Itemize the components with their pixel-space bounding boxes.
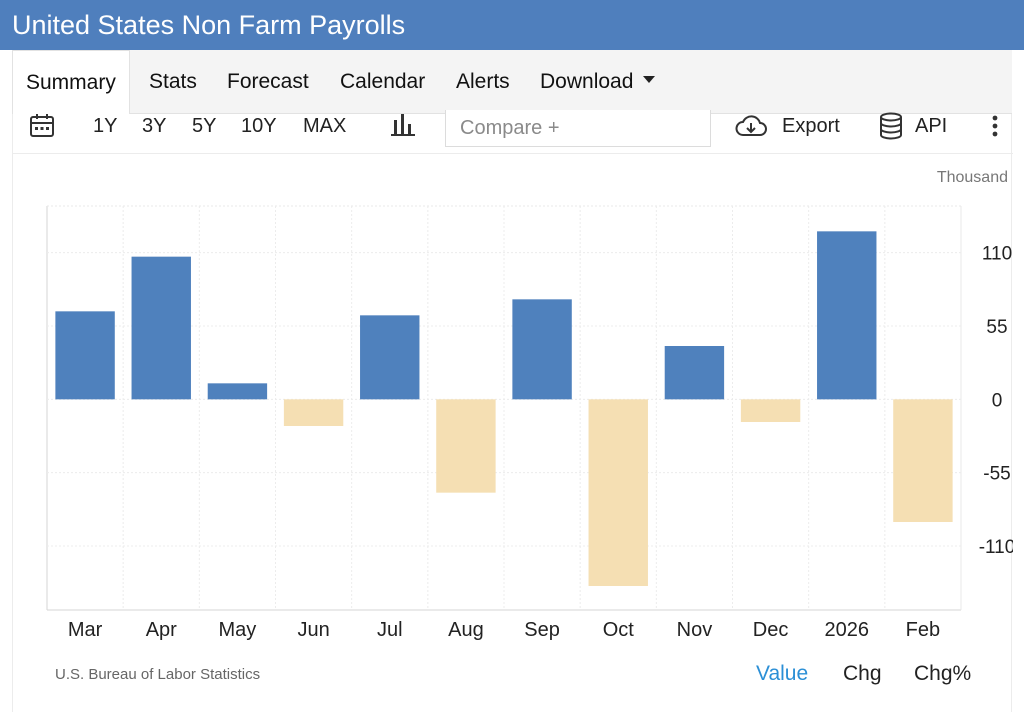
bar-2026[interactable] <box>817 231 877 400</box>
x-tick-label: Oct <box>603 619 635 641</box>
api-button[interactable]: API <box>915 115 948 137</box>
range-10y[interactable]: 10Y <box>241 115 277 137</box>
tab-summary[interactable]: Summary <box>12 50 130 115</box>
page-title: United States Non Farm Payrolls <box>0 0 1024 50</box>
x-tick-label: 2026 <box>825 619 870 641</box>
tab-alerts[interactable]: Alerts <box>456 70 510 93</box>
y-tick-label: -110 <box>979 537 1013 558</box>
y-tick-label: 0 <box>992 390 1003 411</box>
range-max[interactable]: MAX <box>303 115 347 137</box>
bar-apr[interactable] <box>131 256 191 400</box>
export-button[interactable]: Export <box>782 115 840 137</box>
bar-mar[interactable] <box>55 311 115 400</box>
source-label: U.S. Bureau of Labor Statistics <box>55 666 261 683</box>
bar-nov[interactable] <box>664 346 725 400</box>
x-tick-label: Sep <box>524 619 560 641</box>
compare-input[interactable] <box>445 110 711 147</box>
tab-download[interactable]: Download <box>540 50 656 114</box>
range-3y[interactable]: 3Y <box>142 115 167 137</box>
x-axis: Mar Apr May Jun Jul Aug Sep Oct Nov Dec 2026 Feb <box>68 619 940 641</box>
bar-dec[interactable] <box>740 399 801 422</box>
calendar-icon[interactable] <box>29 113 55 153</box>
tab-bar: Summary Stats Forecast Calendar Alerts D… <box>12 50 1012 115</box>
tab-calendar[interactable]: Calendar <box>340 70 426 93</box>
y-tick-label: 110 <box>982 244 1012 265</box>
bar-oct[interactable] <box>588 399 648 586</box>
more-vert-icon[interactable] <box>989 113 1001 153</box>
option-value[interactable]: Value <box>756 662 809 685</box>
bar-jul[interactable] <box>360 315 420 400</box>
x-tick-label: Apr <box>146 619 177 641</box>
bar-aug[interactable] <box>436 399 496 493</box>
range-5y[interactable]: 5Y <box>192 115 217 137</box>
y-axis: 110 55 0 -55 -110 <box>979 244 1013 558</box>
y-tick-label: 55 <box>986 317 1007 338</box>
x-tick-label: Jun <box>297 619 329 641</box>
tab-download-label: Download <box>540 70 634 93</box>
bar-feb[interactable] <box>893 399 953 522</box>
caret-down-icon <box>643 75 656 83</box>
unit-label: Thousand <box>937 169 1008 186</box>
database-icon[interactable] <box>879 112 903 152</box>
bar-sep[interactable] <box>512 299 572 400</box>
x-tick-label: Mar <box>68 619 103 641</box>
x-tick-label: Jul <box>377 619 403 641</box>
tab-stats[interactable]: Stats <box>149 70 197 93</box>
x-tick-label: Aug <box>448 619 484 641</box>
bar-jun[interactable] <box>283 399 344 426</box>
option-chg-percent[interactable]: Chg% <box>914 662 972 685</box>
x-tick-label: May <box>219 619 257 641</box>
option-chg[interactable]: Chg <box>843 662 882 685</box>
tab-forecast[interactable]: Forecast <box>227 70 309 93</box>
y-tick-label: -55 <box>983 464 1010 485</box>
x-tick-label: Nov <box>677 619 713 641</box>
chart-grid <box>46 205 962 611</box>
cloud-download-icon[interactable] <box>734 113 768 153</box>
chart-toolbar: 1Y 3Y 5Y 10Y MAX Export <box>13 110 1013 154</box>
bar-chart-icon[interactable] <box>391 112 415 152</box>
x-tick-label: Feb <box>906 619 940 641</box>
chart-panel: 1Y 3Y 5Y 10Y MAX Export <box>12 110 1013 712</box>
x-tick-label: Dec <box>753 619 789 641</box>
range-1y[interactable]: 1Y <box>93 115 118 137</box>
bar-may[interactable] <box>207 383 268 400</box>
chart-bars <box>55 231 953 586</box>
bar-chart: Thousand 110 55 0 -55 -110 Mar Apr May Jun Jul Au… <box>46 169 1013 641</box>
